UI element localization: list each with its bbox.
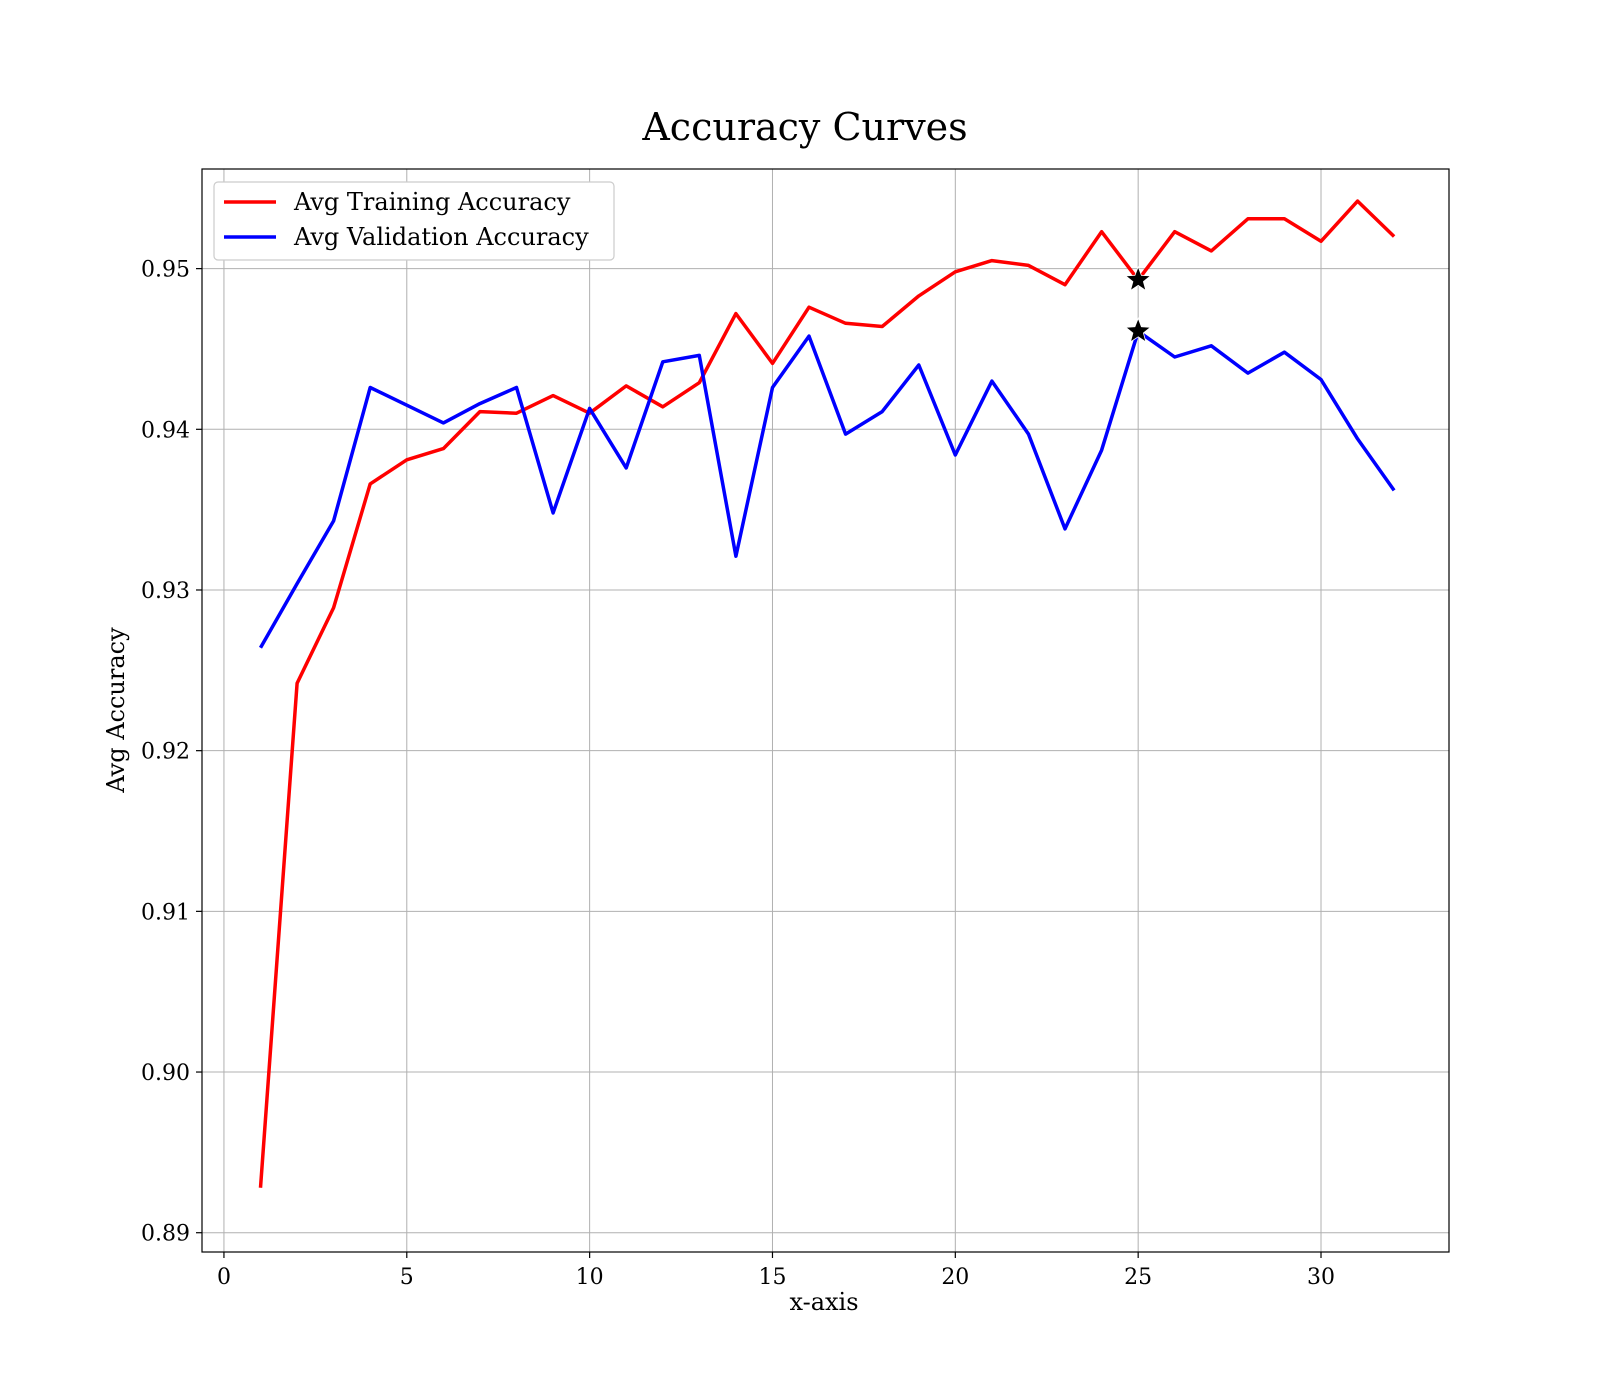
y-tick-label: 0.92 (141, 740, 190, 765)
best-markers (1124, 265, 1152, 343)
y-tick-label: 0.94 (141, 418, 190, 443)
chart-title: Accuracy Curves (641, 105, 967, 149)
legend-box (213, 181, 615, 261)
y-axis-label: Avg Accuracy (102, 627, 130, 794)
legend-label-validation: Avg Validation Accuracy (293, 223, 589, 251)
axis-ticks: 0 5 10 15 20 25 30 0.89 0.90 0.91 0.92 0.93 0.94 0.95 (141, 258, 1335, 1290)
y-tick-label: 0.90 (141, 1061, 190, 1086)
x-tick-label: 5 (400, 1265, 414, 1290)
x-tick-label: 15 (758, 1265, 786, 1290)
plot-frame (201, 168, 1450, 1253)
x-tick-label: 20 (941, 1265, 969, 1290)
legend-label-training: Avg Training Accuracy (293, 188, 571, 216)
y-tick-label: 0.93 (141, 579, 190, 604)
x-tick-label: 30 (1307, 1265, 1335, 1290)
training-accuracy-line (258, 199, 1396, 1188)
y-tick-label: 0.89 (141, 1222, 190, 1247)
series-lines (258, 199, 1396, 1188)
best-epoch-star-marker (1124, 265, 1152, 292)
y-tick-label: 0.91 (141, 900, 190, 925)
x-tick-label: 25 (1124, 1265, 1152, 1290)
grid-lines (202, 169, 1449, 1252)
x-tick-label: 0 (217, 1265, 231, 1290)
x-tick-label: 10 (576, 1265, 604, 1290)
validation-accuracy-line (258, 329, 1396, 649)
y-tick-label: 0.95 (141, 258, 190, 283)
x-axis-label: x-axis (789, 1288, 858, 1316)
best-epoch-star-marker (1124, 317, 1152, 343)
legend: Avg Training Accuracy Avg Validation Acc… (213, 181, 615, 261)
